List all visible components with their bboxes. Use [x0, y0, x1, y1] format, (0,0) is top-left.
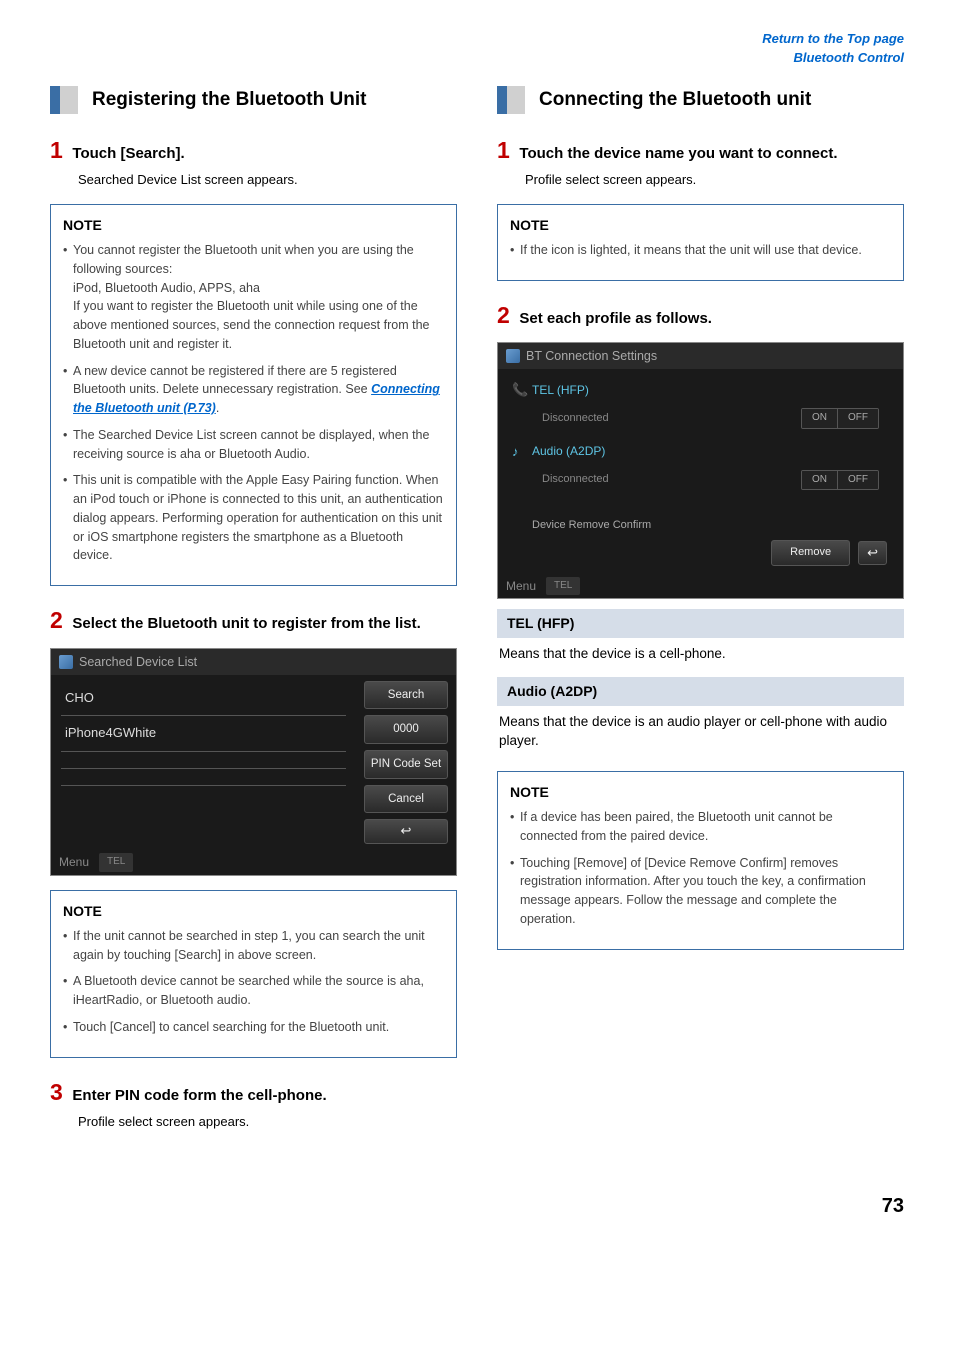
list-item[interactable] — [61, 752, 346, 769]
definition-heading-tel: TEL (HFP) — [497, 609, 904, 637]
pin-code-set-button[interactable]: PIN Code Set — [364, 750, 448, 779]
device-list: CHO iPhone4GWhite — [51, 675, 356, 851]
menu-button[interactable]: Menu — [506, 578, 536, 595]
step-label: Touch the device name you want to connec… — [519, 145, 837, 162]
step-label: Touch [Search]. — [72, 145, 184, 162]
step-number: 1 — [50, 137, 63, 163]
app-icon — [59, 655, 73, 669]
note-box-4: NOTE If a device has been paired, the Bl… — [497, 771, 904, 950]
note-title: NOTE — [63, 901, 444, 921]
heading-text: Connecting the Bluetooth unit — [539, 86, 811, 114]
step-number: 2 — [497, 302, 510, 328]
list-item[interactable]: iPhone4GWhite — [61, 716, 346, 752]
bluetooth-control-link[interactable]: Bluetooth Control — [50, 49, 904, 68]
note-item: The Searched Device List screen cannot b… — [63, 426, 444, 464]
page-number: 73 — [50, 1192, 904, 1221]
shot-footer: Menu TEL — [51, 850, 456, 875]
remove-label: Device Remove Confirm — [512, 518, 889, 534]
phone-icon: 📞 — [512, 381, 526, 400]
search-button[interactable]: Search — [364, 681, 448, 710]
screenshot-bt-connection-settings: BT Connection Settings 📞 TEL (HFP) Disco… — [497, 342, 904, 599]
step-label: Set each profile as follows. — [519, 310, 712, 327]
section-heading-connecting: Connecting the Bluetooth unit — [497, 86, 904, 114]
note-title: NOTE — [510, 215, 891, 235]
screenshot-searched-device-list: Searched Device List CHO iPhone4GWhite S… — [50, 648, 457, 876]
audio-toggle[interactable]: ON OFF — [801, 470, 879, 491]
remove-section: Device Remove Confirm Remove ↩ — [502, 500, 899, 574]
step-label: Select the Bluetooth unit to register fr… — [72, 615, 420, 632]
heading-bar-icon — [50, 86, 78, 114]
note-item: Touch [Cancel] to cancel searching for t… — [63, 1018, 444, 1037]
heading-text: Registering the Bluetooth Unit — [92, 86, 366, 114]
remove-button[interactable]: Remove — [771, 540, 850, 566]
audio-status: Disconnected — [512, 472, 801, 488]
step-3: 3 Enter PIN code form the cell-phone. Pr… — [50, 1076, 457, 1132]
note-item: A new device cannot be registered if the… — [63, 362, 444, 418]
return-top-link[interactable]: Return to the Top page — [50, 30, 904, 49]
shot-footer: Menu TEL — [498, 574, 903, 599]
step-number: 1 — [497, 137, 510, 163]
step-number: 3 — [50, 1079, 63, 1105]
note-item: A Bluetooth device cannot be searched wh… — [63, 972, 444, 1010]
tel-toggle[interactable]: ON OFF — [801, 408, 879, 429]
tel-tab[interactable]: TEL — [546, 577, 580, 596]
definition-heading-audio: Audio (A2DP) — [497, 677, 904, 705]
step-body: Searched Device List screen appears. — [78, 171, 457, 190]
note-item: If a device has been paired, the Bluetoo… — [510, 808, 891, 846]
audio-profile-block: ♪ Audio (A2DP) Disconnected ON OFF — [502, 439, 899, 500]
tel-status: Disconnected — [512, 411, 801, 427]
step-2: 2 Select the Bluetooth unit to register … — [50, 604, 457, 637]
step-1: 1 Touch the device name you want to conn… — [497, 134, 904, 190]
audio-label: Audio (A2DP) — [532, 443, 889, 460]
step-1: 1 Touch [Search]. Searched Device List s… — [50, 134, 457, 190]
tel-profile-block: 📞 TEL (HFP) Disconnected ON OFF — [502, 377, 899, 438]
cancel-button[interactable]: Cancel — [364, 785, 448, 814]
header-links: Return to the Top page Bluetooth Control — [50, 30, 904, 68]
app-icon — [506, 349, 520, 363]
menu-button[interactable]: Menu — [59, 854, 89, 871]
shot-titlebar: BT Connection Settings — [498, 343, 903, 369]
list-item[interactable] — [61, 769, 346, 786]
note-box-2: NOTE If the unit cannot be searched in s… — [50, 890, 457, 1058]
pin-display-button[interactable]: 0000 — [364, 715, 448, 744]
step-label: Enter PIN code form the cell-phone. — [72, 1087, 326, 1104]
tel-tab[interactable]: TEL — [99, 853, 133, 872]
note-item: If the icon is lighted, it means that th… — [510, 241, 891, 260]
section-heading-registering: Registering the Bluetooth Unit — [50, 86, 457, 114]
tel-label: TEL (HFP) — [532, 382, 889, 399]
note-title: NOTE — [63, 215, 444, 235]
step-number: 2 — [50, 607, 63, 633]
list-item[interactable]: CHO — [61, 681, 346, 717]
right-column: Connecting the Bluetooth unit 1 Touch th… — [497, 86, 904, 1142]
note-item: If the unit cannot be searched in step 1… — [63, 927, 444, 965]
definition-body: Means that the device is an audio player… — [497, 706, 904, 755]
note-box-1: NOTE You cannot register the Bluetooth u… — [50, 204, 457, 586]
note-item: You cannot register the Bluetooth unit w… — [63, 241, 444, 354]
back-button[interactable]: ↩ — [364, 819, 448, 844]
step-2: 2 Set each profile as follows. — [497, 299, 904, 332]
step-body: Profile select screen appears. — [525, 171, 904, 190]
shot-titlebar: Searched Device List — [51, 649, 456, 675]
definition-body: Means that the device is a cell-phone. — [497, 638, 904, 668]
note-item: Touching [Remove] of [Device Remove Conf… — [510, 854, 891, 929]
note-item: This unit is compatible with the Apple E… — [63, 471, 444, 565]
left-column: Registering the Bluetooth Unit 1 Touch [… — [50, 86, 457, 1142]
step-body: Profile select screen appears. — [78, 1113, 457, 1132]
back-button[interactable]: ↩ — [858, 541, 887, 566]
heading-bar-icon — [497, 86, 525, 114]
note-title: NOTE — [510, 782, 891, 802]
side-buttons: Search 0000 PIN Code Set Cancel ↩ — [356, 675, 456, 851]
music-icon: ♪ — [512, 443, 526, 462]
note-box-3: NOTE If the icon is lighted, it means th… — [497, 204, 904, 281]
